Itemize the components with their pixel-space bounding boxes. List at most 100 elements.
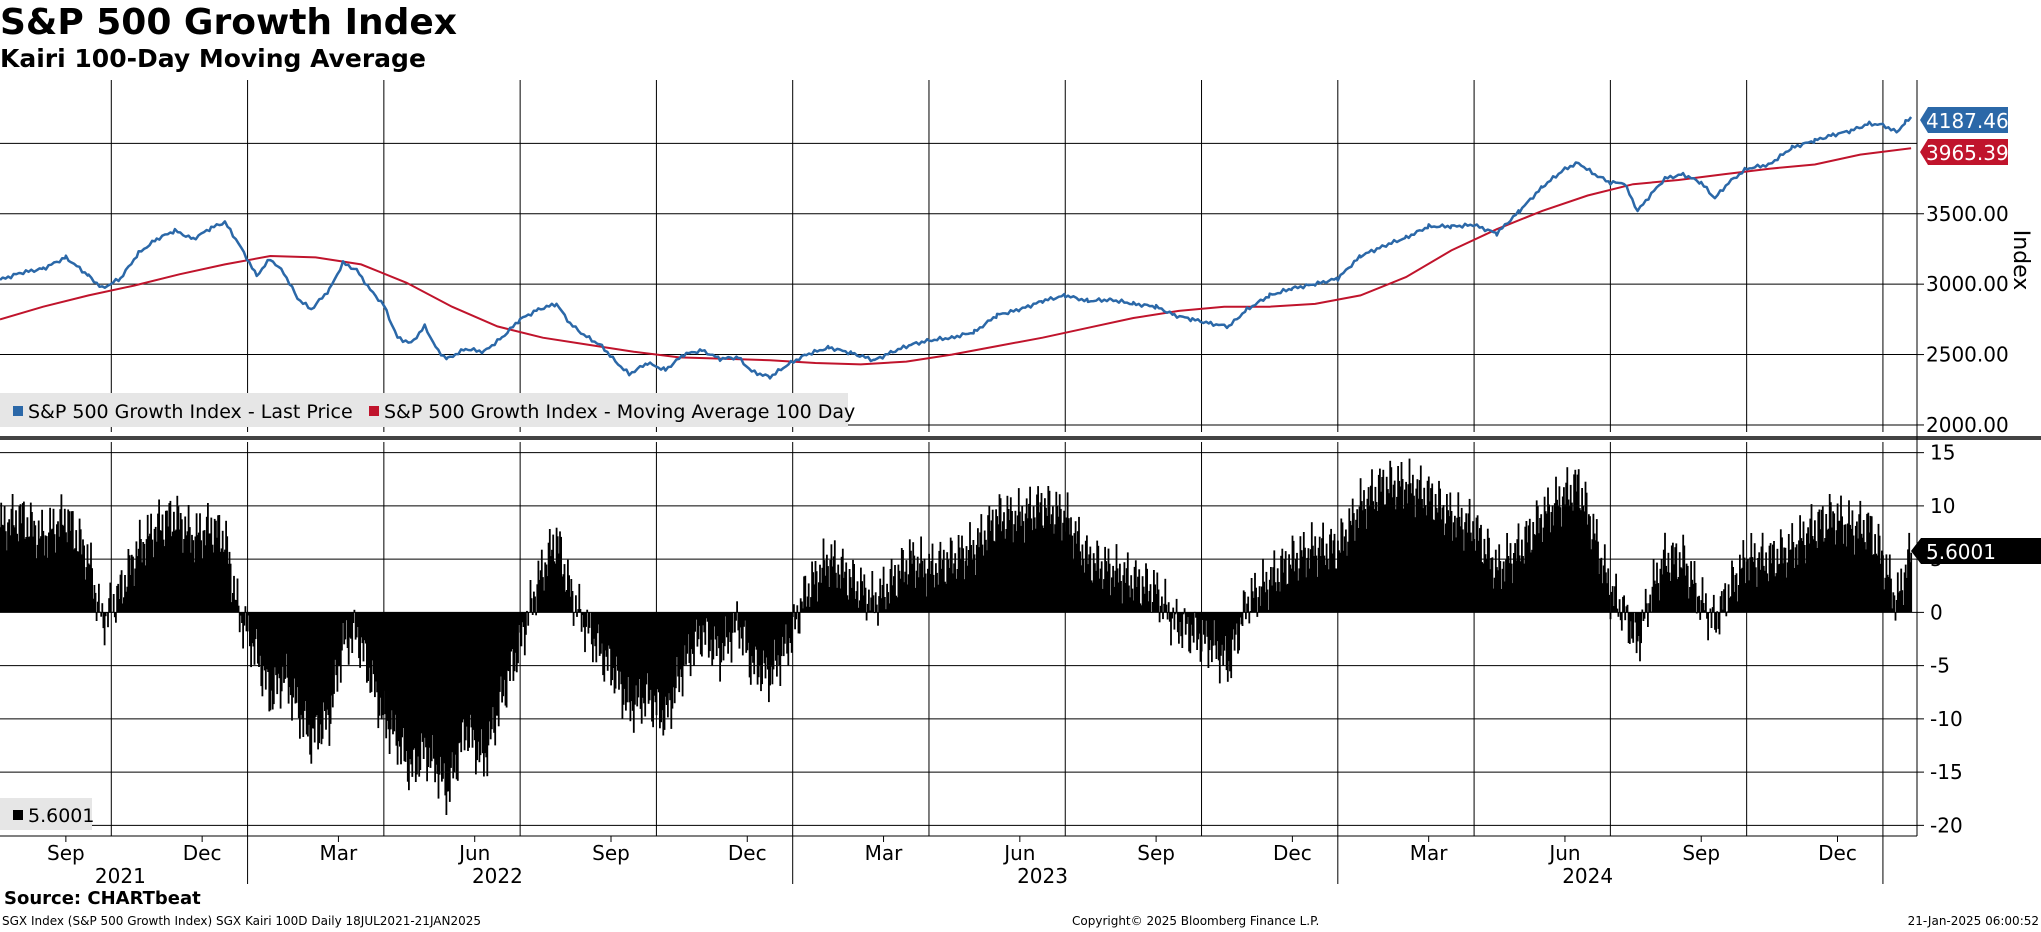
kairi-bar — [1494, 549, 1497, 613]
kairi-bar — [1408, 458, 1411, 613]
kairi-bar — [270, 612, 273, 691]
kairi-bar — [337, 612, 340, 667]
kairi-bar — [117, 583, 120, 613]
x-month-label: Dec — [1818, 841, 1857, 865]
kairi-bar — [1298, 568, 1301, 613]
kairi-bar — [820, 582, 823, 613]
ma-last-label-text: 3965.39 — [1926, 141, 2009, 165]
kairi-bar — [453, 612, 456, 772]
kairi-bar — [670, 612, 673, 729]
kairi-bar — [924, 573, 927, 613]
kairi-bar — [1482, 563, 1485, 613]
kairi-bar — [1343, 536, 1346, 613]
kairi-bar — [1247, 596, 1250, 613]
kairi-bar — [1804, 563, 1807, 613]
kairi-bar — [559, 531, 561, 613]
kairi-bar — [1506, 533, 1508, 613]
x-year-label: 2022 — [472, 864, 523, 888]
kairi-bar — [339, 612, 342, 683]
kairi-bar — [1547, 487, 1549, 613]
kairi-bar — [857, 607, 860, 613]
kairi-bar — [933, 587, 936, 613]
kairi-bar — [444, 612, 447, 796]
copyright-note: Copyright© 2025 Bloomberg Finance L.P. — [1072, 914, 1320, 928]
kairi-bar — [514, 612, 517, 653]
kairi-bar — [207, 503, 209, 613]
x-month-label: Mar — [865, 841, 904, 865]
kairi-bar — [367, 612, 369, 681]
kairi-bar — [1486, 528, 1489, 613]
kairi-bar — [1900, 568, 1903, 613]
kairi-bar — [992, 540, 995, 613]
kairi-bar — [430, 612, 433, 762]
kairi-bar — [1088, 554, 1091, 613]
kairi-bar — [797, 612, 800, 634]
kairi-bar — [1308, 568, 1311, 613]
kairi-bar — [171, 531, 174, 613]
kairi-bar — [1055, 491, 1058, 613]
kairi-bar — [1167, 602, 1170, 613]
kairi-bar — [197, 532, 200, 613]
legend-background — [0, 393, 848, 427]
kairi-bar — [437, 612, 440, 799]
kairi-bar — [62, 526, 65, 613]
kairi-bar — [450, 612, 452, 768]
kairi-bar — [600, 612, 602, 654]
kairi-bar — [1555, 476, 1557, 613]
kairi-bar — [1668, 572, 1671, 613]
kairi-bar — [752, 612, 754, 663]
kairi-bar — [245, 612, 248, 632]
kairi-bar — [359, 612, 361, 668]
kairi-bar — [907, 574, 910, 613]
kairi-bar — [1683, 545, 1686, 613]
kairi-bar — [416, 612, 418, 775]
kairi-bar — [1324, 565, 1327, 613]
kairi-bar — [1601, 583, 1604, 613]
kairi-bar — [320, 612, 323, 745]
kairi-bar — [345, 612, 348, 621]
kairi-bar — [1242, 590, 1245, 613]
kairi-bar — [1000, 531, 1003, 613]
kairi-bar — [1067, 518, 1070, 613]
kairi-bar — [882, 566, 885, 613]
kairi-bar — [950, 540, 953, 613]
kairi-bar — [1823, 541, 1825, 613]
kairi-bar — [63, 508, 66, 613]
kairi-bar — [789, 612, 792, 643]
kairi-bar — [173, 511, 175, 613]
kairi-bar — [681, 612, 684, 697]
kairi-bar — [445, 612, 448, 815]
kairi-bar — [1722, 609, 1724, 613]
kairi-bar — [28, 536, 31, 613]
kairi-bar — [831, 566, 834, 613]
kairi-bar — [152, 557, 155, 613]
kairi-bar — [1365, 528, 1368, 613]
kairi-bar — [1155, 594, 1158, 613]
kairi-bar — [132, 556, 134, 613]
kairi-bar — [1793, 568, 1796, 613]
kairi-bar — [1003, 512, 1005, 613]
kairi-bar — [848, 569, 851, 613]
kairi-bar — [1628, 612, 1631, 644]
kairi-bar — [1009, 497, 1012, 613]
kairi-bar — [1201, 612, 1204, 620]
kairi-bar — [1334, 568, 1337, 613]
kairi-bar — [271, 612, 274, 710]
kairi-bar — [86, 544, 89, 613]
kairi-bar — [977, 528, 979, 613]
kairi-bar — [1119, 563, 1121, 613]
kairi-bar — [176, 495, 179, 613]
kairi-bar — [126, 586, 129, 613]
kairi-bar — [85, 567, 88, 613]
kairi-bar — [1597, 541, 1599, 613]
kairi-bar — [412, 612, 415, 750]
kairi-bar — [1223, 612, 1226, 651]
kairi-bar — [811, 561, 813, 613]
kairi-bar — [533, 591, 535, 613]
kairi-bar — [1710, 612, 1713, 628]
kairi-bar — [1044, 498, 1046, 613]
kairi-bar — [1331, 553, 1334, 613]
kairi-bar — [479, 612, 482, 756]
kairi-bar — [401, 612, 403, 738]
